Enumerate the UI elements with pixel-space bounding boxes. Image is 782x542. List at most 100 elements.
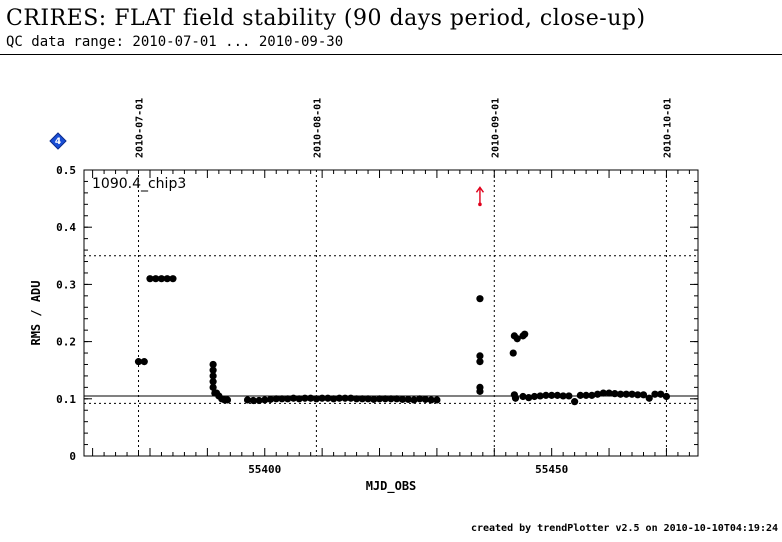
data-point [347,394,355,402]
data-point [509,349,517,357]
data-point [387,395,395,403]
data-points [134,275,671,406]
data-point [410,396,418,404]
date-marker-labels: 2010-07-01 2010-08-01 2010-09-01 2010-10-01 [135,98,674,158]
data-point [301,394,309,402]
data-point [209,383,217,391]
data-point [169,275,177,283]
data-point [476,352,484,360]
data-point [611,390,619,398]
data-point [622,390,630,398]
data-point [553,391,562,399]
date-marker-label: 2010-08-01 [312,98,323,158]
data-point [370,395,378,403]
outlier-point [478,202,482,207]
y-axis: 0 0.1 0.2 0.3 0.4 0.5 [56,164,698,463]
data-point [266,395,275,403]
data-point [163,275,171,283]
data-point [599,389,607,397]
data-point [476,358,484,366]
data-point [146,275,154,283]
chart-title: CRIRES: FLAT field stability (90 days pe… [6,6,646,31]
y-tick-label: 0.3 [56,278,76,291]
y-tick-label: 0.5 [56,164,76,177]
data-point [249,396,257,405]
data-point [393,395,401,403]
data-point [209,378,217,386]
data-point [476,387,484,395]
data-point [513,335,521,343]
data-point [157,275,166,283]
data-point [324,394,332,402]
data-point [152,275,160,283]
y-tick-label: 0.1 [56,393,76,406]
data-point [318,394,326,402]
data-point [427,396,435,404]
data-point [404,395,412,403]
info-badge-number: 4 [55,137,61,147]
data-point [209,372,217,380]
info-badge-icon[interactable]: 4 [49,132,67,150]
data-point [421,395,430,403]
data-point [335,394,343,402]
data-point [134,358,143,366]
data-point [272,395,280,403]
data-point [209,360,217,369]
data-point [657,390,665,398]
data-point [645,394,653,402]
data-point [312,395,321,403]
data-point [571,398,579,406]
data-point [639,391,648,399]
data-point [341,394,349,402]
x-axis-title: MJD_OBS [366,479,417,494]
data-point [536,392,544,400]
date-marker-label: 2010-10-01 [662,98,673,158]
x-axis: 55400 55450 [92,170,690,476]
y-tick-label: 0 [69,450,76,463]
data-point [651,390,659,398]
y-axis-title: RMS / ADU [29,280,43,345]
data-point [605,389,613,397]
data-point [140,358,148,366]
data-point [261,396,269,404]
data-point [476,295,484,303]
outlier-arrow-head [475,186,485,193]
qc-data-range: QC data range: 2010-07-01 ... 2010-09-30 [6,34,344,50]
date-marker-lines [138,170,667,456]
data-point [525,394,533,402]
data-point [375,395,384,403]
data-point [255,396,263,405]
x-tick-label: 55400 [248,463,281,476]
y-tick-label: 0.2 [56,336,76,349]
data-point [243,396,252,404]
data-point [284,395,292,403]
data-point [542,391,550,399]
data-point [511,394,520,402]
date-marker-label: 2010-07-01 [135,98,146,158]
date-marker-label: 2010-09-01 [490,98,501,158]
data-point [593,390,602,398]
data-point [519,392,527,401]
data-point [576,391,584,399]
data-point [364,395,372,403]
data-point [398,395,407,403]
data-point [634,391,642,399]
data-point [588,391,596,399]
data-point [616,390,625,398]
data-point [209,366,217,374]
data-point [548,391,556,399]
data-point [307,394,315,402]
data-point [330,395,338,403]
data-point [278,395,286,403]
data-point [628,390,636,398]
data-point [559,392,567,400]
x-tick-label: 55450 [535,463,568,476]
plot-area [83,169,699,457]
data-point [565,392,573,400]
data-point [416,395,424,403]
panel-label: 1090.4_chip3 [92,176,186,192]
data-point [381,395,389,403]
y-tick-label: 0.4 [56,221,76,234]
data-point [289,394,298,402]
